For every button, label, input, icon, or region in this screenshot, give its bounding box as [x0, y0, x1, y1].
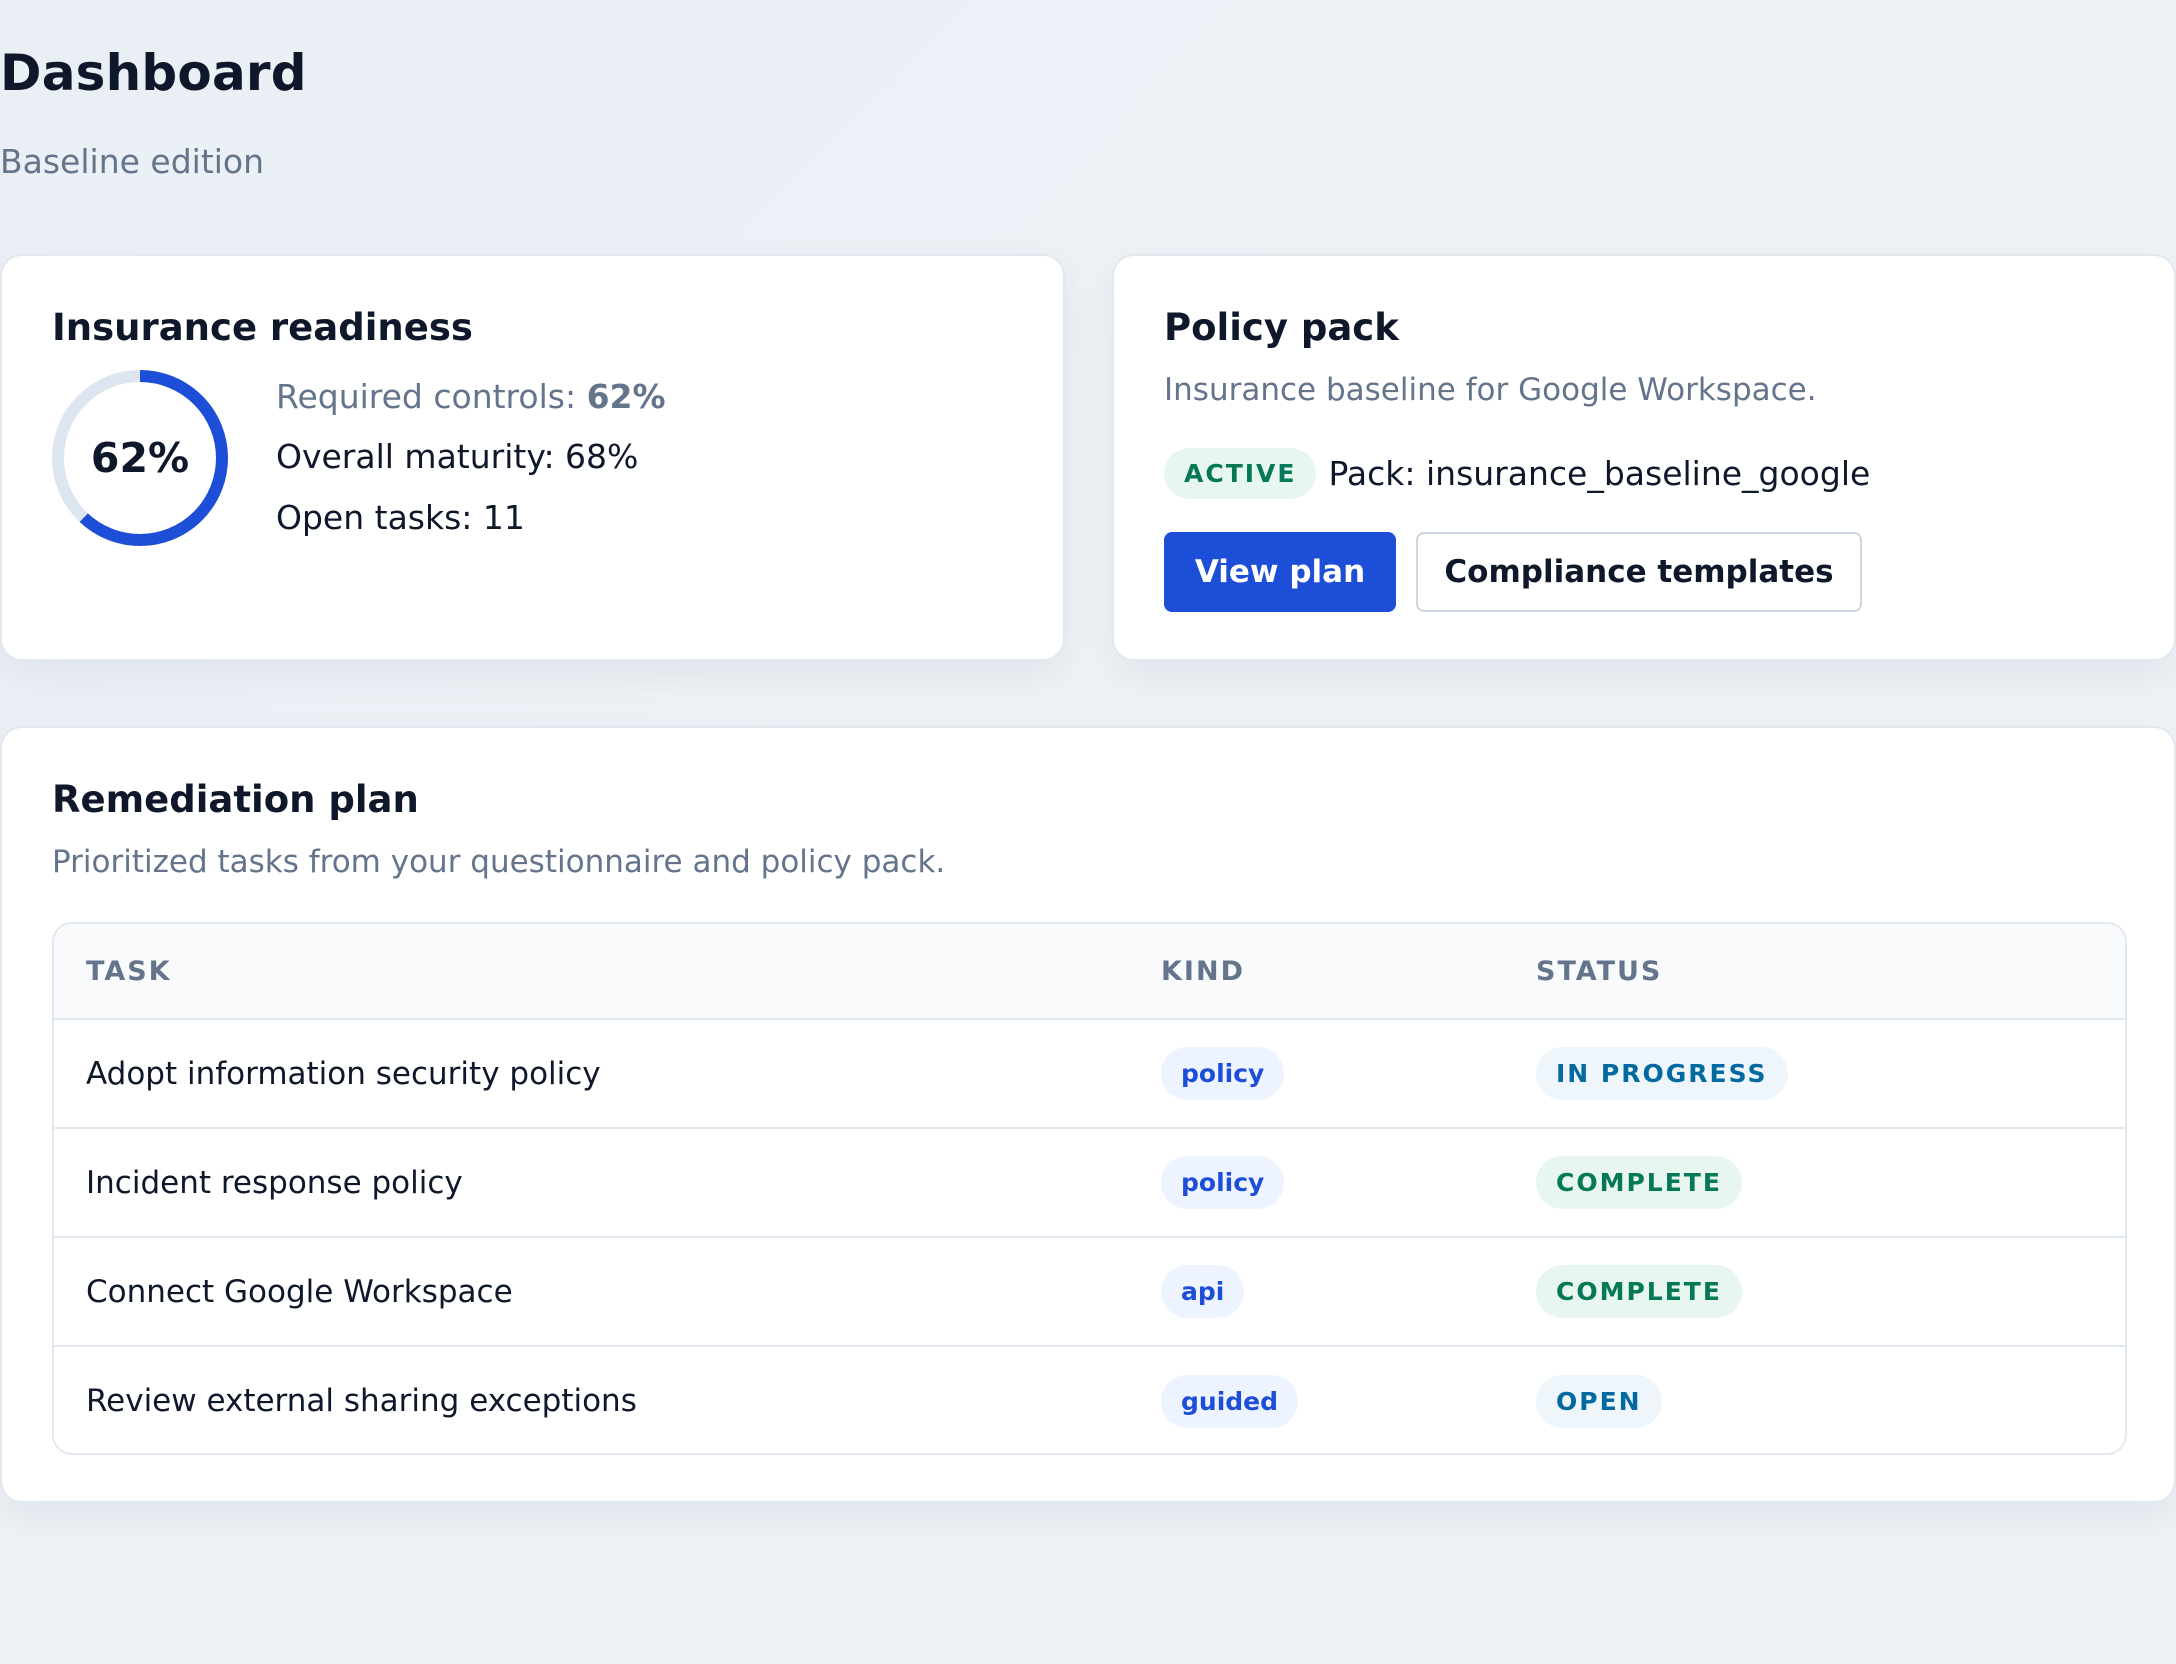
required-controls-value: 62%	[586, 377, 666, 416]
open-tasks-stat: Open tasks: 11	[276, 498, 525, 537]
kind-badge: policy	[1161, 1156, 1285, 1209]
table-row[interactable]: Connect Google Workspace api COMPLETE	[54, 1236, 2125, 1346]
insurance-readiness-title: Insurance readiness	[52, 306, 473, 349]
policy-pack-card: Policy pack Insurance baseline for Googl…	[1112, 254, 2176, 661]
policy-pack-status-row: ACTIVE Pack: insurance_baseline_google	[1164, 448, 1870, 499]
remediation-table: TASK KIND STATUS Adopt information secur…	[54, 924, 2125, 1453]
remediation-plan-title: Remediation plan	[52, 778, 419, 821]
overall-maturity-stat: Overall maturity: 68%	[276, 437, 639, 476]
status-cell: COMPLETE	[1536, 1127, 2125, 1237]
page-title: Dashboard	[0, 44, 307, 102]
required-controls-label: Required controls:	[276, 377, 587, 416]
table-row[interactable]: Incident response policy policy COMPLETE	[54, 1127, 2125, 1237]
policy-pack-description: Insurance baseline for Google Workspace.	[1164, 372, 1817, 408]
compliance-templates-button[interactable]: Compliance templates	[1416, 532, 1862, 612]
readiness-percent-label: 62%	[90, 434, 190, 482]
kind-cell: api	[1161, 1236, 1536, 1346]
column-header-kind: KIND	[1161, 924, 1536, 1020]
status-badge: COMPLETE	[1536, 1156, 1742, 1209]
table-row[interactable]: Adopt information security policy policy…	[54, 1019, 2125, 1128]
status-cell: COMPLETE	[1536, 1236, 2125, 1346]
policy-pack-title: Policy pack	[1164, 306, 1399, 349]
readiness-progress-ring	[52, 370, 228, 546]
kind-cell: guided	[1161, 1345, 1536, 1453]
kind-badge: policy	[1161, 1047, 1285, 1100]
task-cell: Review external sharing exceptions	[54, 1345, 1161, 1453]
active-status-badge: ACTIVE	[1164, 448, 1317, 499]
status-badge: COMPLETE	[1536, 1265, 1742, 1318]
column-header-task: TASK	[54, 924, 1161, 1020]
status-badge: OPEN	[1536, 1374, 1662, 1428]
status-cell: OPEN	[1536, 1345, 2125, 1453]
kind-badge: guided	[1161, 1374, 1299, 1428]
remediation-plan-card: Remediation plan Prioritized tasks from …	[0, 726, 2176, 1503]
table-row[interactable]: Review external sharing exceptions guide…	[54, 1345, 2125, 1453]
page-subtitle: Baseline edition	[0, 142, 265, 181]
insurance-readiness-card: Insurance readiness 62% Required control…	[0, 254, 1065, 661]
table-header-row: TASK KIND STATUS	[54, 924, 2125, 1020]
ring-fill	[52, 370, 228, 546]
pack-name: Pack: insurance_baseline_google	[1328, 454, 1871, 493]
task-cell: Connect Google Workspace	[54, 1236, 1161, 1346]
kind-badge: api	[1161, 1265, 1245, 1318]
remediation-table-container: TASK KIND STATUS Adopt information secur…	[52, 922, 2127, 1455]
remediation-plan-description: Prioritized tasks from your questionnair…	[52, 844, 946, 880]
status-badge: IN PROGRESS	[1536, 1047, 1788, 1100]
task-cell: Incident response policy	[54, 1127, 1161, 1237]
kind-cell: policy	[1161, 1019, 1536, 1128]
kind-cell: policy	[1161, 1127, 1536, 1237]
task-cell: Adopt information security policy	[86, 1055, 601, 1092]
required-controls-stat: Required controls: 62%	[276, 377, 666, 416]
column-header-status: STATUS	[1536, 924, 2125, 1020]
status-cell: IN PROGRESS	[1536, 1019, 2125, 1128]
view-plan-button[interactable]: View plan	[1164, 532, 1396, 612]
